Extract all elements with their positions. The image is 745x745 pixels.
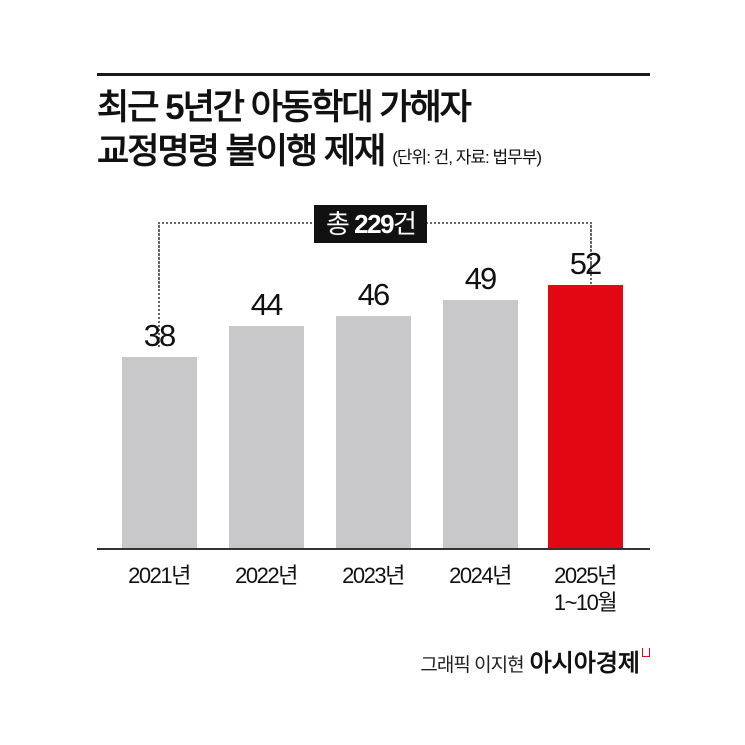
bar-value-2023: 46 [357, 277, 390, 312]
bar-2025-highlight [548, 285, 623, 548]
title-line-2: 교정명령 불이행 제재 (단위: 건, 자료: 법무부) [97, 130, 542, 180]
bar-value-2024: 49 [464, 261, 497, 296]
x-label-2023: 2023년 [342, 563, 405, 588]
x-label-2022: 2022년 [235, 563, 298, 588]
graphic-credit: 그래픽 이지현 [420, 655, 524, 676]
total-bracket-right-drop [590, 222, 592, 266]
bar-2023 [336, 316, 411, 548]
top-rule [97, 73, 650, 76]
bar-2024 [443, 300, 518, 548]
credit-line: 그래픽 이지현 아시아경제 [420, 643, 650, 678]
total-prefix: 총 [326, 209, 350, 239]
x-label-2025-period: 1~10월 [553, 590, 618, 615]
brand-logo-text: 아시아경제 [529, 650, 640, 677]
total-value: 229 [354, 209, 394, 239]
x-label-2025: 2025년 1~10월 [530, 562, 640, 616]
bar-2021 [122, 357, 197, 548]
bar-value-2025: 52 [569, 246, 602, 281]
x-label-2024: 2024년 [449, 563, 512, 588]
unit-source-note: (단위: 건, 자료: 법무부) [392, 148, 542, 167]
bar-value-2021: 38 [143, 318, 176, 353]
x-label-2021: 2021년 [128, 563, 191, 588]
bar-2022 [229, 326, 304, 548]
total-bracket-left-drop [158, 222, 160, 347]
brand-mark-icon [642, 648, 650, 657]
x-axis-baseline [97, 548, 650, 550]
chart-title: 최근 5년간 아동학대 가해자 교정명령 불이행 제재 (단위: 건, 자료: 법… [97, 86, 542, 180]
bar-value-2022: 44 [250, 287, 283, 322]
title-line-1: 최근 5년간 아동학대 가해자 [97, 88, 472, 127]
total-badge: 총 229건 [314, 205, 428, 243]
title-line-2-text: 교정명령 불이행 제재 [97, 132, 386, 171]
total-suffix: 건 [393, 209, 417, 239]
x-label-2025-year: 2025년 [554, 563, 617, 588]
